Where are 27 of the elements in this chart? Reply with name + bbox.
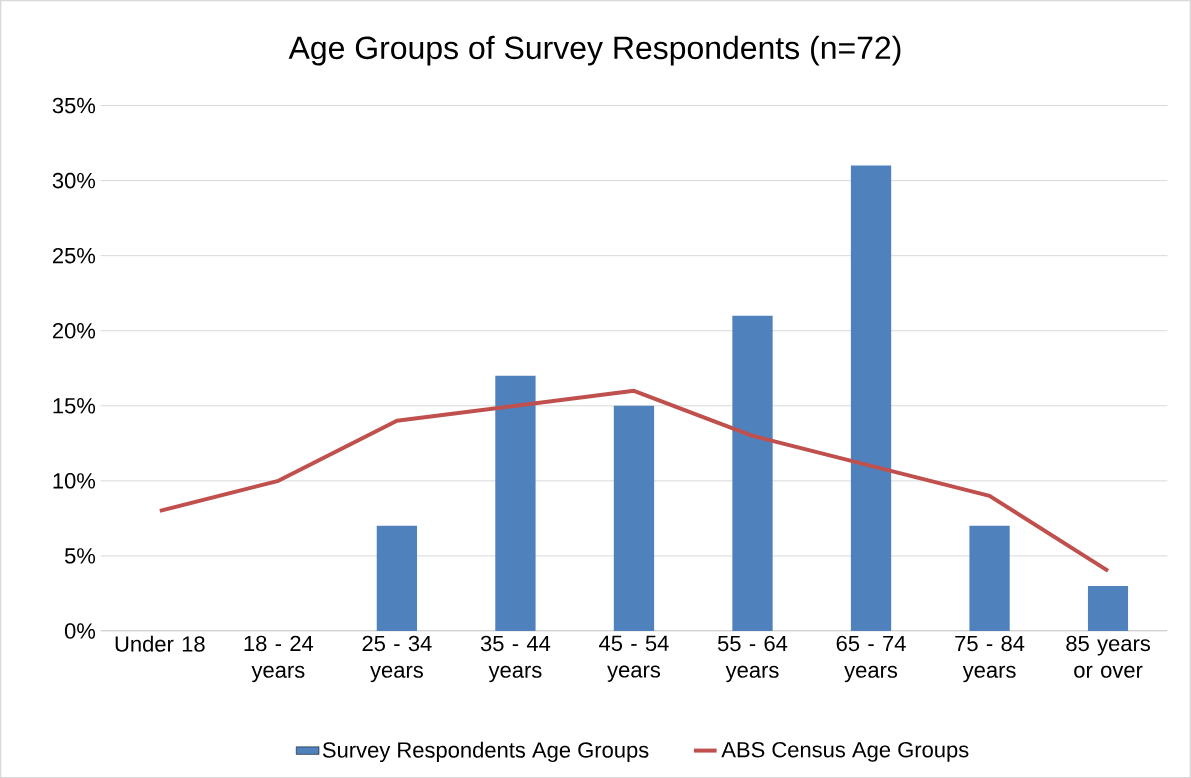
bar (376, 525, 418, 631)
x-tick-label: 75 - 84 years (955, 635, 1025, 682)
x-tick-label: 65 - 74 years (836, 635, 906, 682)
bar (495, 375, 536, 631)
y-tick-label: 35% (52, 97, 96, 114)
bar (613, 405, 655, 631)
bar (732, 315, 773, 631)
x-tick-label: 55 - 64 years (717, 635, 788, 682)
y-tick-label: 5% (64, 547, 96, 564)
x-tick-label: 85 years or over (1066, 635, 1151, 678)
legend-label: ABS Census Age Groups (721, 741, 969, 762)
y-tick-label: 25% (52, 247, 96, 264)
x-tick-label: 18 - 24 years (244, 635, 314, 682)
x-tick-label: 45 - 54 years (599, 635, 669, 682)
legend-label: Survey Respondents Age Groups (322, 741, 649, 762)
y-tick-label: 0% (64, 622, 96, 639)
y-tick-label: 10% (53, 472, 96, 489)
x-tick-label: 25 - 34 years (362, 635, 432, 682)
bar (1087, 585, 1129, 631)
y-tick-label: 15% (53, 397, 96, 414)
bar (850, 165, 892, 631)
y-tick-label: 30% (52, 172, 96, 189)
chart-title: Age Groups of Survey Respondents (n=72) (288, 35, 901, 66)
bar (969, 525, 1010, 631)
x-tick-label: Under 18 (115, 635, 205, 652)
y-tick-label: 20% (52, 322, 96, 339)
x-tick-label: 35 - 44 years (480, 635, 551, 682)
